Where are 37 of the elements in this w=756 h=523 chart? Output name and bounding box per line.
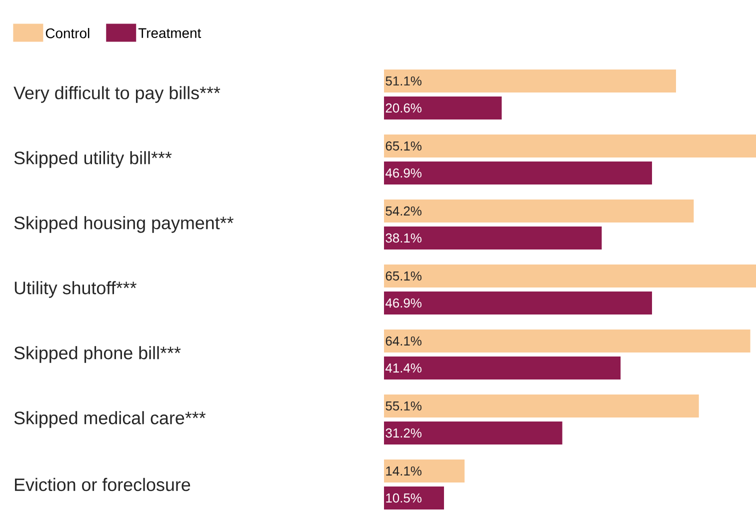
y-tick-label: Skipped housing payment** [14,216,234,233]
bar [384,226,602,250]
bar [384,162,652,185]
bar [384,460,465,483]
data-label: 46.9% [385,168,422,178]
data-label: 31.2% [386,428,422,438]
data-label: 55.1% [386,401,422,411]
y-tick-label: Utility shutoff*** [14,281,136,298]
bar [384,394,699,418]
bar [384,486,444,510]
data-label: 51.1% [386,76,422,86]
data-label: 54.2% [386,206,422,216]
bar [384,200,694,223]
bar [384,292,652,315]
y-tick-label: Eviction or foreclosure [14,478,190,492]
data-label: 38.1% [386,233,422,243]
data-label: 10.5% [386,493,422,503]
data-label: 41.4% [385,363,422,373]
legend-label: Control [46,28,90,38]
data-label: 65.1% [386,141,422,151]
bar [384,264,756,288]
bar [384,422,562,445]
legend-label: Treatment [138,28,202,38]
data-label: 46.9% [385,298,422,308]
y-tick-label: Skipped phone bill*** [14,346,181,363]
data-label: 14.1% [386,466,422,476]
data-label: 64.1% [386,336,422,346]
bar [384,330,750,353]
data-label: 20.6% [386,103,422,113]
data-label: 65.1% [386,271,422,281]
y-tick-label: Skipped medical care*** [14,411,206,428]
y-tick-label: Skipped utility bill*** [14,151,172,168]
y-tick-label: Very difficult to pay bills*** [14,86,220,103]
bar [384,134,756,158]
bar [384,356,621,380]
bar [384,96,502,120]
bar [384,70,676,93]
